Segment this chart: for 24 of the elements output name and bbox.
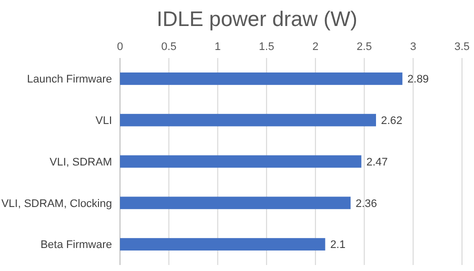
bar — [120, 238, 326, 251]
x-tick-label: 1 — [214, 41, 221, 53]
x-tick-label: 0.5 — [161, 41, 177, 53]
x-tick-label: 2 — [312, 41, 318, 53]
bar — [120, 155, 362, 168]
data-label: 2.89 — [407, 74, 429, 86]
y-tick-label: VLI, SDRAM — [50, 156, 112, 168]
y-tick-label: VLI, SDRAM, Clocking — [1, 198, 112, 210]
x-tick-label: 1.5 — [258, 41, 274, 53]
data-label: 2.47 — [366, 156, 388, 168]
x-tick-label: 0 — [116, 41, 124, 53]
x-tick-label: 3.5 — [454, 41, 470, 53]
bar — [120, 196, 351, 210]
x-tick-label: 2.5 — [356, 41, 372, 53]
y-tick-label: Launch Firmware — [27, 74, 112, 86]
data-label: 2.36 — [356, 198, 378, 210]
bar — [120, 72, 402, 85]
data-label: 2.62 — [381, 114, 402, 127]
y-tick-label: VLI — [95, 114, 112, 127]
chart-title: IDLE power draw (W) — [156, 8, 358, 31]
y-tick-label: Beta Firmware — [40, 239, 112, 252]
data-label: 2.1 — [330, 239, 346, 252]
bar — [120, 114, 376, 126]
x-tick-label: 3 — [410, 41, 416, 53]
